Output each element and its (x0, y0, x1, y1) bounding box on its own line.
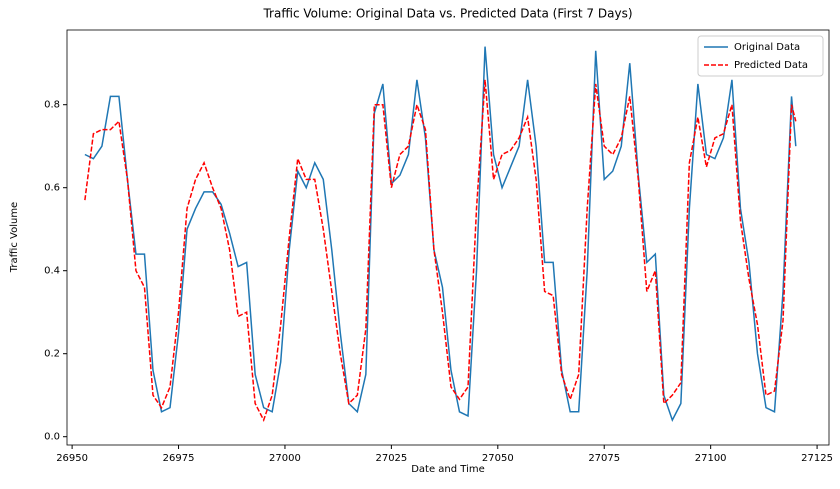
chart-title: Traffic Volume: Original Data vs. Predic… (262, 7, 632, 21)
y-tick-label: 0.0 (44, 432, 60, 443)
plot-frame (66, 29, 830, 446)
series-line (84, 79, 797, 423)
y-tick-label: 0.6 (44, 183, 60, 194)
y-axis-label: Traffic Volume (9, 202, 20, 273)
series-line (84, 46, 797, 423)
x-tick-label: 27100 (695, 453, 727, 464)
y-tick-label: 0.2 (44, 349, 60, 360)
legend-label: Predicted Data (734, 60, 808, 71)
x-tick-label: 27075 (588, 453, 620, 464)
x-tick-label: 27050 (482, 453, 514, 464)
legend-label: Original Data (734, 42, 800, 53)
x-tick-label: 27025 (375, 453, 407, 464)
x-tick-label: 27000 (269, 453, 301, 464)
y-tick-label: 0.4 (44, 266, 60, 277)
x-tick-label: 26975 (163, 453, 195, 464)
x-axis-label: Date and Time (411, 464, 485, 475)
x-tick-label: 26950 (56, 453, 88, 464)
legend-box (697, 35, 824, 77)
y-tick-label: 0.8 (44, 100, 60, 111)
x-tick-label: 27125 (801, 453, 833, 464)
